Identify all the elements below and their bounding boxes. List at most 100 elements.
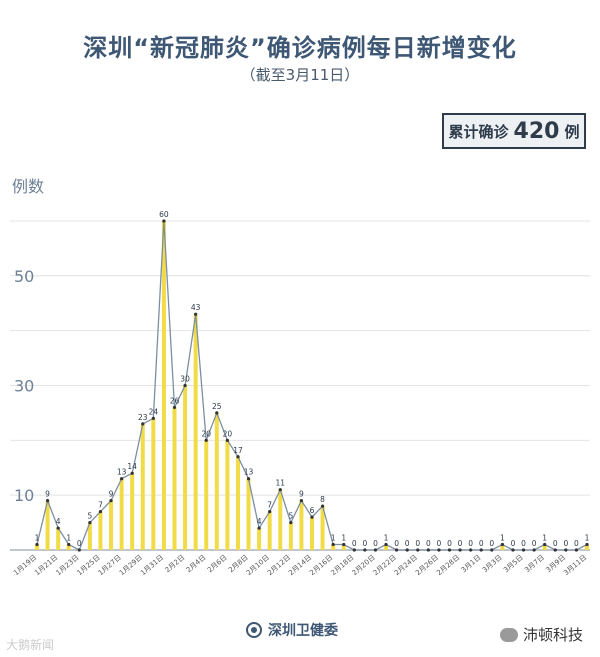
data-point: [585, 542, 589, 547]
data-point: [183, 383, 187, 388]
data-point: [479, 548, 483, 552]
data-label: 14: [127, 462, 137, 471]
data-point: [120, 477, 124, 481]
data-point: [141, 422, 145, 426]
data-point: [363, 548, 367, 552]
y-tick-label: 10: [14, 486, 34, 505]
bar: [66, 544, 71, 550]
data-label: 0: [77, 539, 82, 548]
data-label: 30: [180, 374, 190, 383]
data-point: [299, 499, 304, 503]
data-point: [172, 405, 177, 410]
data-point: [151, 416, 155, 420]
data-point: [109, 499, 113, 503]
data-point: [331, 542, 335, 547]
data-point: [320, 504, 325, 508]
bar: [500, 544, 505, 550]
data-label: 1: [585, 534, 590, 543]
data-label: 0: [447, 539, 452, 548]
x-tick-label: 2月4日: [185, 553, 208, 574]
data-point: [67, 542, 71, 547]
data-point: [416, 548, 420, 552]
data-label: 0: [426, 539, 431, 548]
data-label: 0: [362, 539, 367, 548]
bar: [56, 528, 61, 550]
data-label: 60: [159, 210, 169, 219]
data-point: [215, 411, 219, 415]
y-tick-layer: 10 30 50: [14, 267, 34, 505]
data-label: 23: [138, 413, 148, 422]
data-point: [373, 548, 378, 552]
data-label: 0: [532, 539, 537, 548]
total-cases-unit: 例: [564, 122, 580, 141]
watermark-right-text: 沛顿科技: [523, 626, 584, 644]
bar: [235, 456, 240, 550]
line-layer: [35, 219, 589, 552]
y-tick-label: 30: [14, 376, 34, 395]
bar: [384, 544, 389, 550]
data-label: 0: [489, 539, 494, 548]
data-label: 7: [98, 501, 103, 510]
data-label: 9: [109, 490, 114, 499]
bar: [35, 544, 39, 550]
bar-layer: [35, 220, 589, 550]
bar: [109, 500, 114, 550]
data-label: 26: [170, 396, 180, 405]
bar: [246, 478, 251, 550]
data-point: [352, 548, 356, 552]
wechat-icon: [500, 627, 518, 642]
data-point: [437, 548, 441, 552]
data-label: 0: [521, 539, 526, 548]
data-point: [511, 548, 515, 552]
data-point: [469, 548, 473, 552]
data-point: [77, 548, 81, 552]
bar: [288, 522, 293, 550]
data-point: [405, 548, 409, 552]
data-label: 1: [35, 534, 40, 543]
bar: [214, 412, 219, 550]
data-point: [500, 542, 504, 547]
data-point: [236, 455, 240, 459]
data-label: 0: [394, 539, 399, 548]
x-tick-label: 1月31日: [139, 553, 165, 577]
data-point: [458, 548, 462, 552]
data-point: [289, 520, 293, 525]
data-point: [426, 548, 430, 552]
source-logo: 深圳卫健委: [246, 620, 338, 640]
bar: [204, 440, 209, 550]
data-label: 4: [257, 517, 262, 526]
data-point: [45, 499, 50, 503]
data-label: 1: [341, 534, 346, 543]
data-point: [310, 515, 314, 519]
bar: [267, 511, 272, 550]
bar: [257, 528, 262, 550]
data-label: 24: [149, 407, 159, 416]
data-point: [204, 438, 208, 442]
data-point: [98, 510, 103, 514]
total-cases-badge: 累计确诊 420 例: [442, 113, 586, 149]
data-label: 0: [415, 539, 420, 548]
data-point: [543, 542, 547, 547]
data-label: 20: [201, 429, 211, 438]
data-point: [342, 542, 346, 547]
data-point: [194, 312, 198, 316]
bar: [98, 511, 103, 550]
x-tick-label: 3月5日: [502, 553, 525, 574]
data-label: 0: [405, 539, 410, 548]
data-label: 1: [331, 534, 336, 543]
data-label: 13: [244, 468, 254, 477]
x-tick-label: 3月11日: [562, 553, 588, 577]
chart-title: 深圳“新冠肺炎”确诊病例每日新增变化: [83, 34, 517, 62]
bar: [183, 385, 188, 550]
bar: [172, 407, 177, 550]
x-tick-layer: 1月19日1月21日1月23日1月25日1月27日1月29日1月31日2月2日2…: [12, 553, 588, 577]
x-tick-label: 2月28日: [435, 553, 461, 577]
data-label: 1: [542, 534, 547, 543]
data-point: [521, 548, 526, 552]
data-label: 4: [56, 517, 61, 526]
data-label: 0: [479, 539, 484, 548]
data-point: [490, 548, 494, 552]
y-tick-label: 50: [14, 267, 34, 286]
daily-cases-chart: 1941057913142324602630432025201713471159…: [10, 210, 590, 577]
data-label: 8: [320, 495, 325, 504]
